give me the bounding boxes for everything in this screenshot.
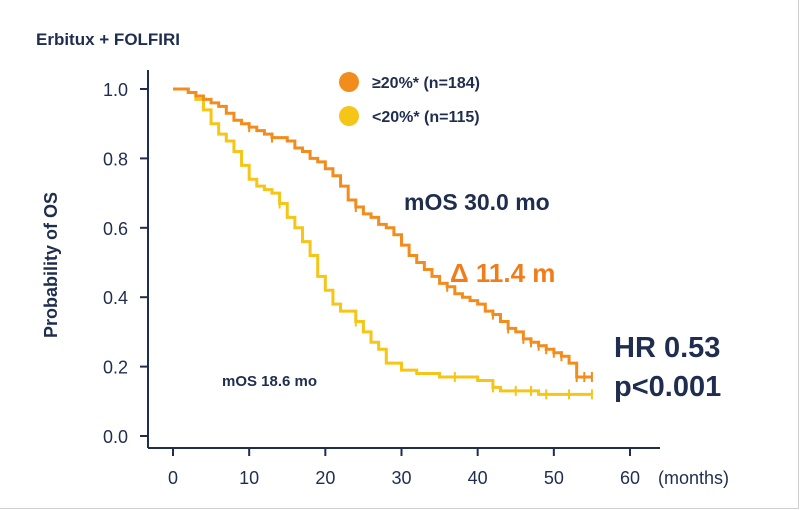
y-tick-label: 0.2 [103, 358, 128, 378]
x-tick-label: 40 [468, 468, 488, 488]
annotation-hr: HR 0.53 [614, 332, 720, 364]
y-tick-label: 0.0 [103, 427, 128, 447]
annotation-mos-high: mOS 30.0 mo [404, 189, 550, 215]
x-tick-label: 20 [315, 468, 335, 488]
y-tick-label: 0.8 [103, 149, 128, 169]
annotation-pvalue: p<0.001 [614, 371, 721, 403]
legend-marker-low [339, 106, 359, 126]
y-axis-label: Probability of OS [41, 192, 61, 338]
y-tick-label: 0.4 [103, 288, 128, 308]
x-tick-label: 60 [620, 468, 640, 488]
y-tick-label: 0.6 [103, 219, 128, 239]
x-axis-label: (months) [658, 468, 729, 488]
annotation-delta: Δ 11.4 m [450, 258, 555, 288]
legend-marker-high [339, 72, 359, 92]
x-tick-label: 30 [391, 468, 411, 488]
chart-title: Erbitux + FOLFIRI [36, 30, 180, 49]
y-tick-label: 1.0 [103, 80, 128, 100]
x-tick-label: 50 [544, 468, 564, 488]
legend-label-high: ≥20%* (n=184) [372, 75, 480, 92]
x-tick-label: 0 [168, 468, 178, 488]
annotation-mos-low: mOS 18.6 mo [222, 373, 317, 390]
series-line-low [173, 87, 592, 396]
legend-label-low: <20%* (n=115) [372, 109, 480, 126]
x-tick-label: 10 [239, 468, 259, 488]
series-line-high [173, 87, 592, 379]
legend: ≥20%* (n=184) <20%* (n=115) [339, 72, 480, 126]
